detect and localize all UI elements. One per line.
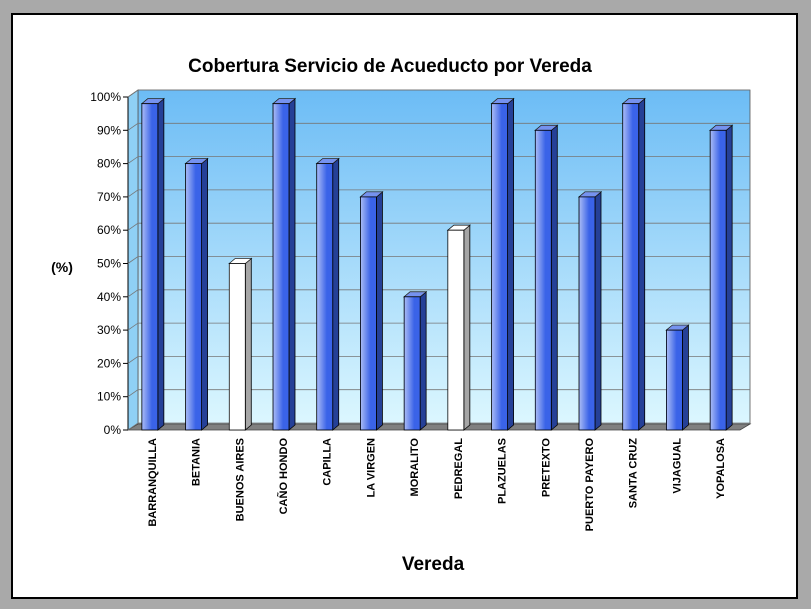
bar-side-shade [551, 125, 558, 431]
bar-top-shade [273, 98, 295, 104]
chart-title: Cobertura Servicio de Acueducto por Vere… [188, 56, 592, 77]
bar-shine [273, 104, 284, 430]
y-axis-title: (%) [51, 259, 73, 275]
y-tick-label: 40% [97, 290, 121, 304]
bar-shine [229, 264, 240, 430]
x-tick-label: MORALITO [409, 438, 421, 497]
x-tick-label: LA VIRGEN [365, 438, 377, 498]
x-tick-label: PRETEXTO [540, 438, 552, 498]
x-tick-label: PUERTO PAYERO [584, 438, 596, 532]
bar-side-shade [507, 98, 514, 430]
y-tick-label: 10% [97, 390, 121, 404]
grid-line [127, 89, 750, 98]
x-tick-label: CAÑO HONDO [277, 438, 290, 515]
y-tick-label: 30% [97, 323, 121, 337]
bar-top-shade [491, 98, 514, 104]
x-tick-label: BARRANQUILLA [147, 438, 159, 527]
y-tick-label: 0% [104, 423, 122, 437]
bar-side-shade [463, 225, 470, 430]
bar-top-shade [360, 191, 383, 197]
bar-side-shade [726, 125, 733, 431]
x-tick-label: VIJAGUAL [671, 438, 683, 494]
x-tick-label: SANTA CRUZ [628, 438, 640, 509]
x-tick-label: BETANIA [191, 438, 203, 486]
x-tick-label: CAPILLA [322, 438, 334, 486]
bar-shine [142, 104, 152, 430]
bar-top-shade [535, 125, 558, 131]
bar-side-shade [289, 98, 295, 430]
bar-shine [448, 230, 458, 430]
bar-shine [623, 104, 633, 430]
bar-side-shade [245, 258, 252, 430]
y-tick-label: 20% [97, 356, 121, 370]
bar-shine [492, 104, 502, 430]
bar-top-shade [229, 258, 252, 264]
y-tick-label: 70% [97, 190, 121, 204]
bar-side-shade [376, 191, 383, 430]
bar-side-shade [157, 98, 164, 430]
bar-side-shade [420, 291, 427, 430]
x-tick-label: BUENOS AIRES [234, 438, 246, 521]
bar-top-shade [141, 98, 164, 104]
bar-shine [404, 297, 415, 430]
bar-side-shade [201, 158, 208, 430]
bar-top-shade [666, 325, 689, 331]
bar-top-shade [579, 191, 601, 197]
y-tick-label: 90% [97, 123, 121, 137]
bar-top-shade [710, 125, 733, 131]
bar-side-shade [638, 98, 645, 430]
grid-line [127, 122, 750, 131]
bar-shine [535, 130, 546, 430]
bar-side-shade [332, 158, 339, 430]
x-tick-label: PLAZUELAS [497, 438, 509, 504]
y-tick-label: 50% [97, 257, 121, 271]
bar-top-shade [185, 158, 208, 164]
bar-top-shade [316, 158, 339, 164]
bar-shine [360, 197, 371, 430]
bar-shine [579, 197, 590, 430]
bar-side-shade [595, 191, 601, 430]
y-tick-label: 100% [90, 90, 121, 104]
y-tick-label: 60% [97, 223, 121, 237]
bar-side-shade [682, 325, 689, 430]
bar-shine [710, 130, 721, 430]
x-tick-label: YOPALOSA [715, 438, 727, 499]
x-axis-title: Vereda [402, 554, 465, 575]
bar-top-shade [447, 225, 470, 231]
bar-top-shade [404, 291, 427, 297]
x-tick-label: PEDREGAL [453, 438, 465, 499]
bar-shine [186, 164, 196, 430]
floor [126, 423, 752, 431]
bar-shine [666, 330, 677, 430]
bar-top-shade [622, 98, 645, 104]
y-tick-label: 80% [97, 157, 121, 171]
bar-shine [317, 164, 327, 430]
